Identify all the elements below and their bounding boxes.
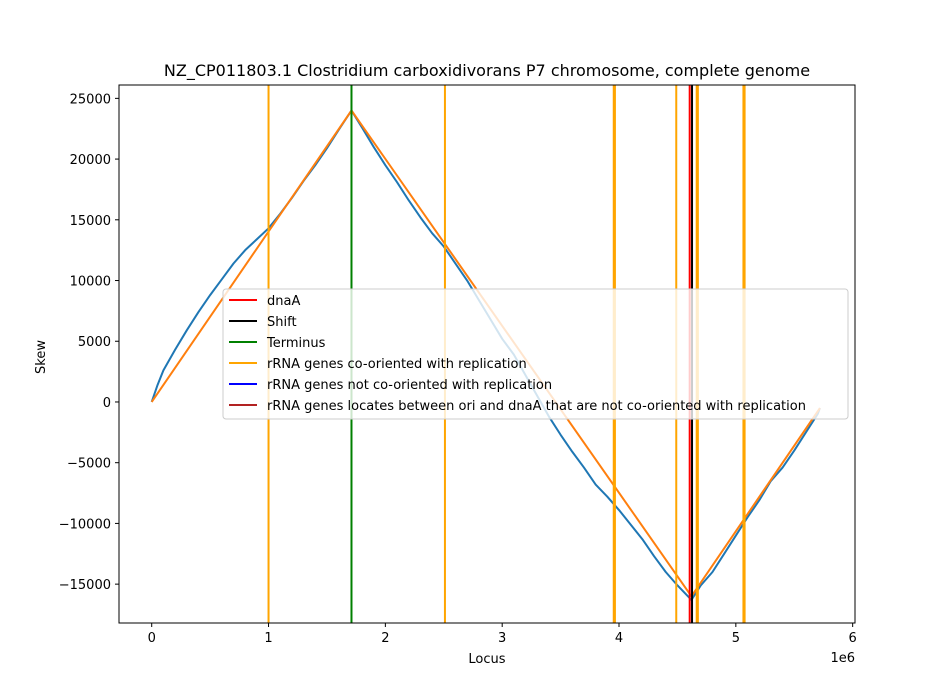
x-tick-label-3: 3 bbox=[498, 631, 506, 646]
legend-label-4: rRNA genes not co-oriented with replicat… bbox=[267, 378, 552, 393]
y-tick-label-5: 10000 bbox=[70, 275, 111, 290]
y-tick-label-6: 15000 bbox=[70, 214, 111, 229]
y-tick-label-4: 5000 bbox=[78, 335, 111, 350]
x-tick-label-4: 4 bbox=[615, 631, 623, 646]
legend-label-0: dnaA bbox=[267, 294, 300, 309]
x-axis-label: Locus bbox=[468, 652, 505, 667]
x-tick-label-1: 1 bbox=[264, 631, 272, 646]
y-axis-label: Skew bbox=[34, 340, 49, 374]
y-tick-label-1: −10000 bbox=[59, 517, 111, 532]
y-tick-label-7: 20000 bbox=[70, 153, 111, 168]
chart-title: NZ_CP011803.1 Clostridium carboxidivoran… bbox=[164, 61, 810, 81]
legend-label-2: Terminus bbox=[266, 336, 326, 351]
axes: 0 1 2 3 4 5 6 −15000 −10000 −5000 0 5000 10000 15000 2… bbox=[59, 84, 857, 646]
legend-label-5: rRNA genes locates between ori and dnaA … bbox=[267, 399, 806, 414]
x-tick-label-0: 0 bbox=[148, 631, 156, 646]
legend-box bbox=[222, 288, 849, 420]
legend-label-1: Shift bbox=[267, 315, 297, 330]
y-tick-label-2: −5000 bbox=[67, 457, 111, 472]
y-tick-label-0: −15000 bbox=[59, 578, 111, 593]
x-tick-label-2: 2 bbox=[381, 631, 389, 646]
x-tick-label-5: 5 bbox=[732, 631, 740, 646]
x-axis-offset-label: 1e6 bbox=[830, 651, 855, 666]
x-tick-label-6: 6 bbox=[849, 631, 857, 646]
legend: dnaA Shift Terminus rRNA genes co-oriented … bbox=[222, 288, 849, 420]
y-tick-label-8: 25000 bbox=[70, 92, 111, 107]
y-tick-label-3: 0 bbox=[103, 396, 111, 411]
plot-frame bbox=[118, 84, 856, 624]
legend-label-3: rRNA genes co-oriented with replication bbox=[267, 357, 527, 372]
